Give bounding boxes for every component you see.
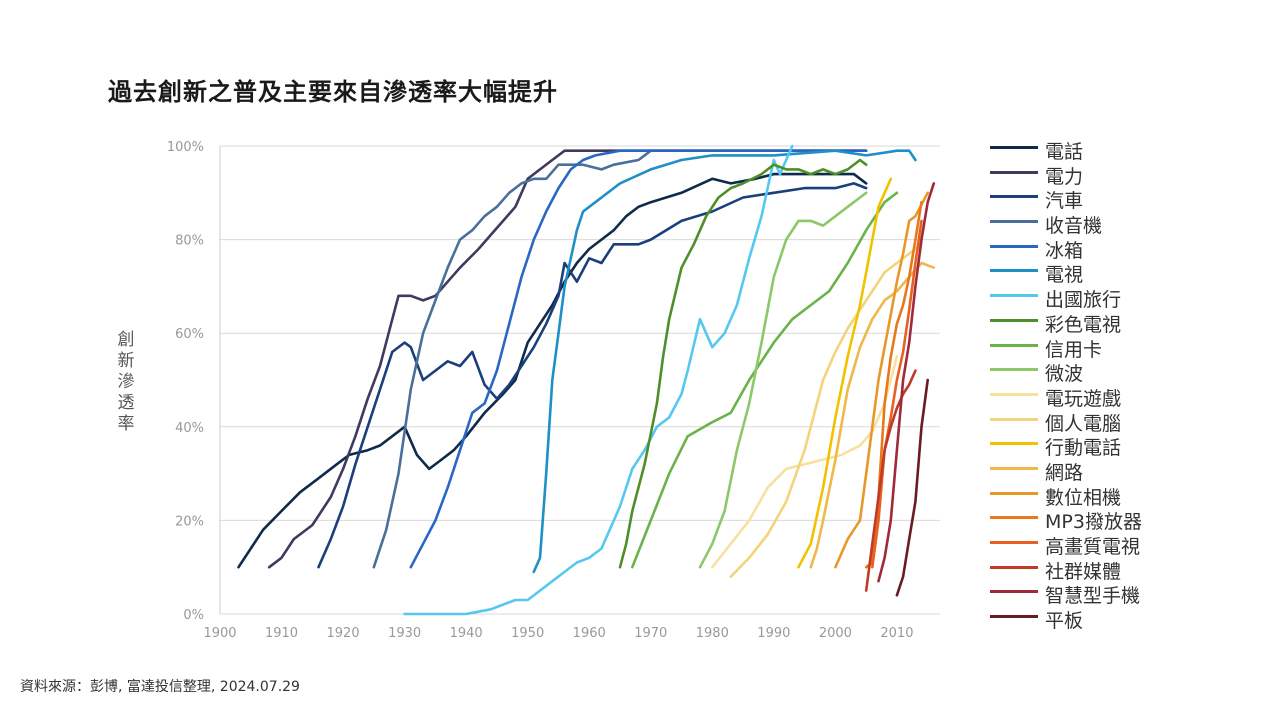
x-tick-label: 1900	[203, 626, 236, 641]
legend-label: 電力	[1045, 165, 1084, 188]
y-axis-label: 創新滲透率	[117, 330, 135, 434]
legend-label: 出國旅行	[1045, 289, 1122, 312]
series-line-5	[532, 149, 917, 574]
y-tick-label: 100%	[167, 140, 204, 155]
series-layer	[237, 144, 936, 616]
legend-label: MP3撥放器	[1045, 511, 1142, 534]
legend-swatch	[990, 516, 1038, 520]
series-line-11	[729, 243, 923, 578]
legend-label: 行動電話	[1045, 437, 1122, 460]
legend-swatch	[990, 590, 1038, 594]
series-line-4	[409, 149, 868, 569]
legend-swatch	[990, 392, 1038, 396]
x-tick-label: 2000	[819, 626, 852, 641]
series-line-0	[237, 172, 868, 569]
axis-layer: 0% 20% 40% 60% 80% 100% 1900 1910 1920 1930 1940 19…	[167, 140, 914, 641]
series-line-13	[809, 261, 936, 569]
x-tick-label: 2010	[880, 626, 913, 641]
legend-swatch	[990, 269, 1038, 273]
legend-swatch	[990, 244, 1038, 248]
legend-swatch	[990, 195, 1038, 199]
series-line-3	[372, 149, 868, 569]
y-tick-label: 20%	[175, 514, 204, 529]
series-line-18	[877, 182, 936, 583]
legend-label: 社群媒體	[1045, 560, 1122, 583]
x-tick-label: 1960	[573, 626, 606, 641]
legend-label: 數位相機	[1045, 486, 1122, 509]
legend-label: 收音機	[1045, 215, 1103, 238]
legend-swatch	[990, 541, 1038, 544]
legend-label: 電視	[1045, 264, 1084, 287]
series-line-2	[317, 182, 868, 569]
source-note: 資料來源：彭博, 富達投信整理, 2024.07.29	[20, 679, 300, 695]
series-line-9	[698, 191, 868, 569]
legend-swatch	[990, 146, 1038, 149]
legend-label: 彩色電視	[1045, 313, 1122, 336]
legend-label: 平板	[1045, 610, 1084, 633]
legend-swatch	[990, 294, 1038, 298]
legend-swatch	[990, 442, 1038, 446]
legend-label: 電話	[1045, 141, 1084, 163]
legend-label: 高畫質電視	[1045, 536, 1141, 558]
series-line-19	[895, 378, 929, 597]
y-tick-label: 0%	[183, 608, 204, 623]
series-line-1	[267, 149, 868, 569]
x-tick-label: 1980	[696, 626, 729, 641]
page-title: 過去創新之普及主要來自滲透率大幅提升	[108, 78, 558, 106]
series-line-8	[631, 191, 899, 569]
legend-label: 微波	[1045, 363, 1084, 386]
series-line-14	[834, 191, 929, 569]
legend-swatch	[990, 318, 1038, 322]
legend-swatch	[990, 466, 1038, 470]
legend-label: 網路	[1045, 461, 1084, 484]
series-line-17	[864, 369, 917, 592]
legend-swatch	[990, 615, 1038, 619]
legend-label: 智慧型手機	[1045, 585, 1141, 608]
x-tick-label: 1920	[327, 626, 360, 641]
y-tick-label: 60%	[175, 327, 204, 342]
series-line-7	[618, 158, 868, 569]
grid-layer	[220, 145, 940, 615]
legend-swatch	[990, 565, 1038, 569]
series-line-12	[797, 177, 893, 569]
legend-label: 冰箱	[1045, 239, 1084, 262]
legend-swatch	[990, 170, 1038, 174]
y-tick-label: 80%	[175, 234, 204, 249]
legend-label: 信用卡	[1045, 338, 1103, 361]
x-tick-label: 1970	[634, 626, 667, 641]
series-line-6	[403, 144, 794, 616]
legend-swatch	[990, 417, 1038, 421]
legend-label: 個人電腦	[1045, 412, 1122, 435]
legend-swatch	[990, 368, 1038, 372]
x-tick-label: 1930	[388, 626, 421, 641]
x-tick-label: 1910	[265, 626, 298, 641]
x-tick-label: 1990	[757, 626, 790, 641]
legend-swatch	[990, 343, 1038, 347]
legend-swatch	[990, 491, 1038, 495]
series-line-16	[871, 219, 923, 569]
y-tick-label: 40%	[175, 421, 204, 436]
series-line-10	[711, 355, 899, 569]
x-tick-label: 1940	[450, 626, 483, 641]
legend-label: 電玩遊戲	[1045, 387, 1122, 410]
legend-label: 汽車	[1045, 190, 1084, 213]
x-tick-label: 1950	[511, 626, 544, 641]
legend-swatch	[990, 220, 1038, 224]
